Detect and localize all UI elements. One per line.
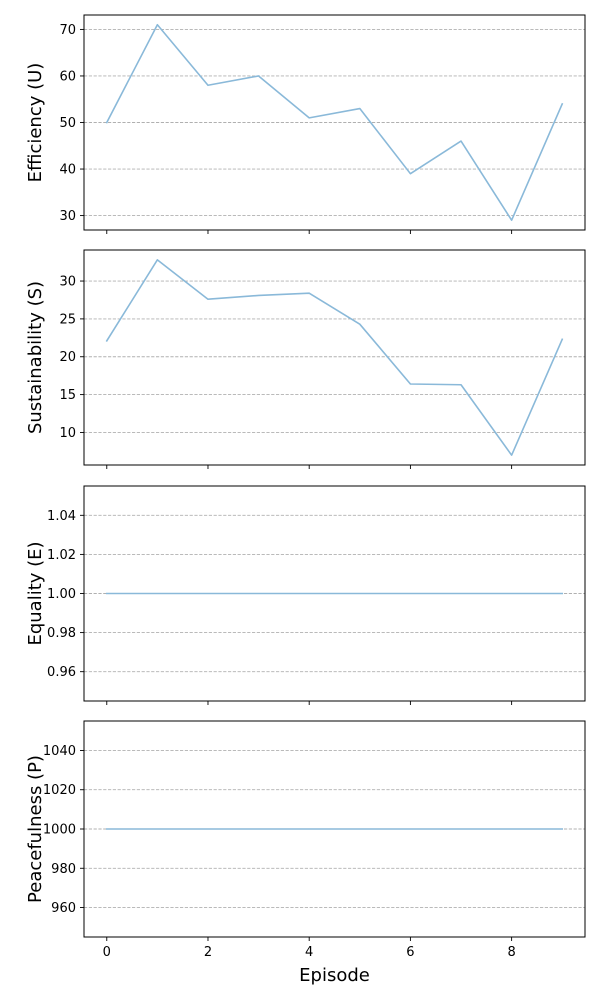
plot-frame <box>83 720 586 938</box>
y-tick-label: 30 <box>59 209 76 224</box>
y-tick-label: 1.04 <box>47 509 76 524</box>
x-tick-label: 8 <box>507 945 515 960</box>
y-tick-label: 980 <box>51 862 76 877</box>
series-line-1 <box>105 23 564 222</box>
chart-panel-1: 30 40 50 60 70 Efficiency (U) <box>25 14 586 234</box>
plot-frame <box>83 249 586 466</box>
x-tick-label: 4 <box>305 945 313 960</box>
y-tick-label: 70 <box>59 23 76 38</box>
x-tick-label: 6 <box>406 945 414 960</box>
chart-panel-3: 0.96 0.98 1.00 1.02 1.04 Equality (E) <box>25 485 586 705</box>
y-tick-label: 1020 <box>43 783 76 798</box>
y-tick-label: 30 <box>59 275 76 290</box>
y-tick-label: 50 <box>59 116 76 131</box>
plot-frame <box>83 14 586 231</box>
x-tick-label: 2 <box>204 945 212 960</box>
plot-frame <box>83 485 586 702</box>
y-tick-label: 0.98 <box>47 626 76 641</box>
chart-panel-2: 10 15 20 25 30 Sustainability (S) <box>25 249 586 469</box>
y-tick-label: 1.00 <box>47 587 76 602</box>
y-axis-label: Equality (E) <box>25 541 46 645</box>
y-tick-label: 1000 <box>43 823 76 838</box>
y-tick-label: 25 <box>59 312 76 327</box>
y-tick-label: 1040 <box>43 744 76 759</box>
y-axis-label: Sustainability (S) <box>25 281 46 434</box>
y-tick-label: 10 <box>59 426 76 441</box>
chart-panel-4: 960 980 1000 1020 1040 0 2 4 6 8 Peacefulness (P) E… <box>25 720 586 986</box>
y-tick-label: 20 <box>59 350 76 365</box>
y-tick-label: 60 <box>59 69 76 84</box>
y-tick-label: 15 <box>59 388 76 403</box>
y-tick-label: 0.96 <box>47 665 76 680</box>
x-axis-label: Episode <box>299 965 370 986</box>
y-axis-label: Peacefulness (P) <box>25 755 46 903</box>
y-axis-label: Efficiency (U) <box>25 63 46 183</box>
y-tick-label: 960 <box>51 901 76 916</box>
y-tick-label: 1.02 <box>47 548 76 563</box>
x-tick-label: 0 <box>103 945 111 960</box>
series-line-1 <box>105 259 564 456</box>
y-tick-label: 40 <box>59 163 76 178</box>
